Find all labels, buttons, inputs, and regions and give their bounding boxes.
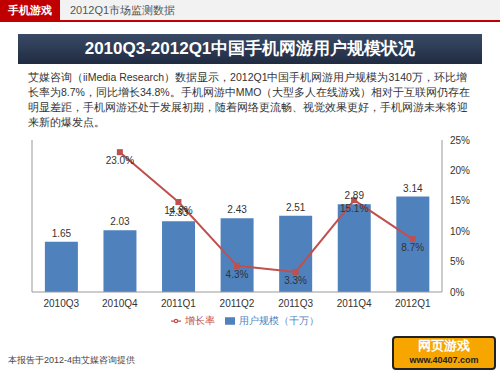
svg-text:2.03: 2.03 <box>110 216 130 227</box>
svg-text:2011Q3: 2011Q3 <box>278 298 313 309</box>
svg-text:2010Q3: 2010Q3 <box>43 298 79 309</box>
svg-text:4.3%: 4.3% <box>226 269 249 280</box>
svg-text:25%: 25% <box>450 135 470 146</box>
svg-text:2011Q4: 2011Q4 <box>337 298 372 309</box>
svg-text:14.8%: 14.8% <box>164 205 192 216</box>
svg-text:2012Q1: 2012Q1 <box>395 298 431 309</box>
svg-text:20%: 20% <box>450 165 470 176</box>
svg-text:15.1%: 15.1% <box>340 203 368 214</box>
svg-text:8.7%: 8.7% <box>401 242 424 253</box>
html-text:手机游戏: 手机游戏 <box>8 4 52 16</box>
svg-text:3.3%: 3.3% <box>284 275 307 286</box>
html-text:2010Q3-2012Q1中国手机网游用户规模状况: 2010Q3-2012Q1中国手机网游用户规模状况 <box>84 39 416 58</box>
svg-text:3.14: 3.14 <box>403 183 423 194</box>
svg-text:2010Q4: 2010Q4 <box>102 298 138 309</box>
html-text:网页游戏: 网页游戏 <box>418 338 470 353</box>
svg-text:2.43: 2.43 <box>227 204 247 215</box>
html-text:本报告于2012-4由艾媒咨询提供: 本报告于2012-4由艾媒咨询提供 <box>8 355 135 365</box>
html-text:艾媒咨询（iiMedia Research）数据显示，201: 艾媒咨询（iiMedia Research）数据显示，2012Q1中国手机网游用… <box>28 71 471 128</box>
svg-text:0%: 0% <box>450 287 465 298</box>
svg-text:2.89: 2.89 <box>345 190 365 201</box>
html-text:用户规模（千万）: 用户规模（千万） <box>239 315 319 326</box>
svg-text:2011Q1: 2011Q1 <box>161 298 196 309</box>
svg-text:2.51: 2.51 <box>286 202 306 213</box>
html-text:2012Q1市场监测数据: 2012Q1市场监测数据 <box>70 4 176 16</box>
svg-text:2011Q2: 2011Q2 <box>220 298 255 309</box>
html-text:增长率: 增长率 <box>185 315 215 326</box>
html-text:www.40407.com: www.40407.com <box>409 355 479 365</box>
svg-text:1.65: 1.65 <box>52 228 72 239</box>
svg-text:10%: 10% <box>450 226 470 237</box>
svg-text:23.0%: 23.0% <box>106 155 134 166</box>
svg-text:5%: 5% <box>450 256 465 267</box>
svg-text:15%: 15% <box>450 195 470 206</box>
